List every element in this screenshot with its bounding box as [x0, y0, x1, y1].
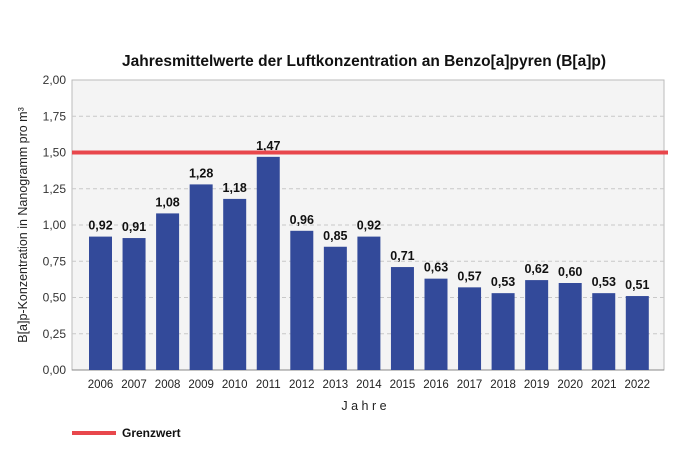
- bar-2013: [323, 246, 347, 370]
- x-tick-label: 2011: [256, 379, 281, 391]
- x-tick-label: 2006: [88, 379, 114, 391]
- legend-label-grenzwert: Grenzwert: [122, 426, 181, 440]
- data-label-2019: 0,62: [524, 262, 548, 276]
- x-tick-label: 2009: [188, 379, 214, 391]
- x-tick-label: 2017: [457, 379, 483, 391]
- bar-2021: [592, 293, 616, 370]
- bar-2020: [558, 283, 582, 370]
- bar-2009: [189, 184, 213, 370]
- x-tick-label: 2020: [557, 379, 583, 391]
- y-axis-label: B[a]p-Konzentration in Nanogramm pro m³: [16, 107, 30, 343]
- data-label-2010: 1,18: [223, 181, 247, 195]
- data-label-2009: 1,28: [189, 166, 213, 180]
- x-axis-label: J a h r e: [341, 399, 386, 413]
- data-label-2012: 0,96: [290, 213, 314, 227]
- bar-2017: [458, 287, 482, 370]
- bar-2010: [223, 198, 247, 370]
- x-tick-label: 2012: [289, 379, 315, 391]
- data-label-2018: 0,53: [491, 275, 515, 289]
- y-tick-label: 1,00: [43, 218, 67, 232]
- x-tick-label: 2022: [625, 379, 651, 391]
- y-tick-label: 0,25: [43, 327, 67, 341]
- bar-2015: [390, 267, 414, 370]
- x-tick-label: 2018: [490, 379, 516, 391]
- data-label-2013: 0,85: [323, 229, 347, 243]
- data-label-2020: 0,60: [558, 265, 582, 279]
- bar-2018: [491, 293, 515, 370]
- data-label-2016: 0,63: [424, 261, 448, 275]
- x-tick-label: 2010: [222, 379, 248, 391]
- data-label-2021: 0,53: [592, 275, 616, 289]
- data-label-2014: 0,92: [357, 219, 381, 233]
- data-label-2007: 0,91: [122, 220, 146, 234]
- y-tick-label: 1,50: [43, 146, 67, 160]
- bar-2006: [89, 236, 112, 370]
- y-tick-label: 1,75: [43, 109, 67, 123]
- data-label-2006: 0,92: [88, 219, 112, 233]
- data-label-2011: 1,47: [256, 139, 280, 153]
- data-label-2008: 1,08: [155, 195, 179, 209]
- bar-2012: [290, 230, 314, 370]
- x-tick-label: 2014: [356, 379, 382, 391]
- bar-2022: [625, 296, 649, 370]
- bar-2019: [525, 280, 549, 370]
- y-tick-label: 1,25: [43, 182, 67, 196]
- bar-2011: [256, 156, 280, 370]
- data-label-2022: 0,51: [625, 278, 649, 292]
- bar-2008: [156, 213, 180, 370]
- bar-2007: [122, 238, 146, 370]
- x-tick-label: 2019: [524, 379, 550, 391]
- bar-2014: [357, 236, 381, 370]
- chart-title: Jahresmittelwerte der Luftkonzentration …: [122, 53, 606, 70]
- x-tick-label: 2015: [390, 379, 416, 391]
- data-label-2017: 0,57: [457, 269, 481, 283]
- y-tick-label: 0,50: [43, 291, 67, 305]
- x-tick-label: 2008: [155, 379, 181, 391]
- x-tick-label: 2021: [591, 379, 617, 391]
- x-tick-label: 2016: [423, 379, 449, 391]
- bar-2016: [424, 278, 448, 370]
- data-label-2015: 0,71: [390, 249, 414, 263]
- x-tick-label: 2007: [121, 379, 147, 391]
- x-tick-label: 2013: [323, 379, 349, 391]
- y-tick-label: 2,00: [43, 73, 67, 87]
- y-tick-label: 0,75: [43, 254, 67, 268]
- y-tick-label: 0,00: [43, 363, 67, 377]
